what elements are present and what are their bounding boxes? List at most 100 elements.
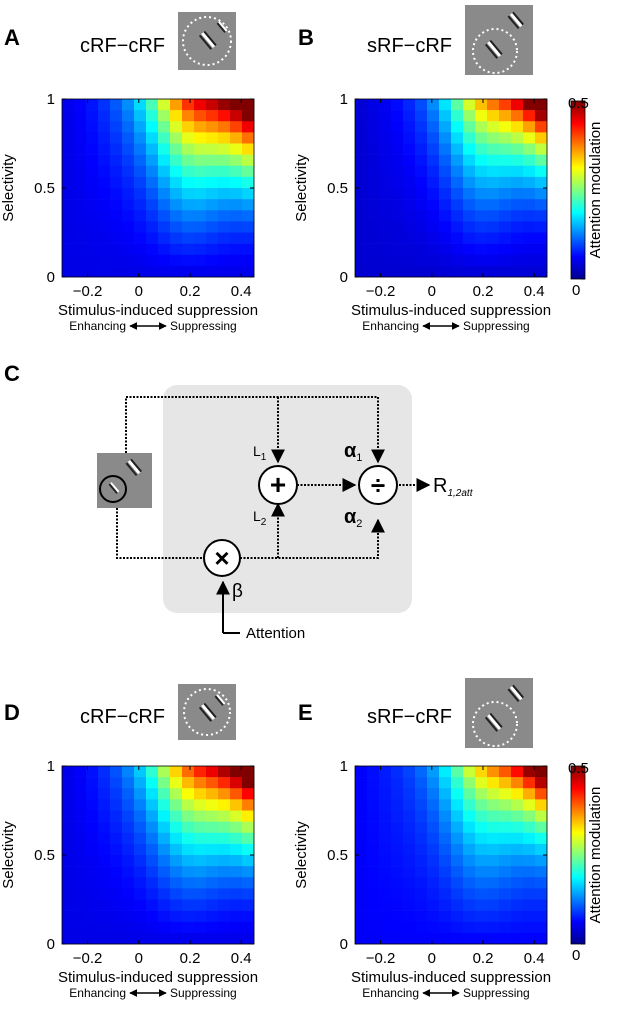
heatmap-cell <box>535 99 548 111</box>
heatmap-cell <box>134 176 147 189</box>
heatmap-cell <box>182 110 195 122</box>
heatmap-cell <box>427 910 440 923</box>
heatmap-cell <box>535 265 548 278</box>
heatmap-cell <box>499 232 512 244</box>
heatmap-cell <box>206 265 219 278</box>
heatmap-cell <box>86 121 99 133</box>
heatmap-cell <box>62 932 75 945</box>
heatmap-cell <box>463 788 476 800</box>
heatmap-cell <box>367 188 380 200</box>
heatmap-cell <box>427 110 440 122</box>
heatmap-cell <box>242 910 255 923</box>
heatmap-cell <box>463 254 476 267</box>
heatmap-cell <box>218 866 231 878</box>
heatmap-cell <box>230 265 243 278</box>
heatmap-cell <box>170 866 183 878</box>
heatmap-cell <box>242 899 255 911</box>
heatmap-cell <box>367 855 380 867</box>
heatmap-cell <box>511 165 524 178</box>
heatmap-cell <box>122 777 135 789</box>
heatmap-cell <box>194 910 207 923</box>
heatmap-cell <box>439 899 452 911</box>
heatmap-cell <box>182 121 195 133</box>
heatmap-cell <box>218 799 231 811</box>
colorbar-max-label: 0.5 <box>568 95 589 112</box>
heatmap-cell <box>379 855 392 867</box>
heatmap-cell <box>523 788 536 800</box>
heatmap-cell <box>110 254 123 267</box>
x-tick-label: 0 <box>135 950 143 967</box>
heatmap-cell <box>182 154 195 167</box>
heatmap-cell <box>74 221 87 233</box>
heatmap-cell <box>62 132 75 144</box>
heatmap-cell <box>391 254 404 267</box>
heatmap-cell <box>62 221 75 233</box>
heatmap-cell <box>146 788 159 800</box>
heatmap-cell <box>194 810 207 822</box>
heatmap-cell <box>242 210 255 222</box>
heatmap-cell <box>403 843 416 856</box>
heatmap-cell <box>511 154 524 167</box>
heatmap-cell <box>391 799 404 811</box>
heatmap-cell <box>86 210 99 222</box>
heatmap-cell <box>511 232 524 244</box>
heatmap-cell <box>535 254 548 267</box>
heatmap-cell <box>74 199 87 211</box>
heatmap-cell <box>487 921 500 934</box>
heatmap-B: −0.2 0 0.2 0.4 0 0.5 1 Stimulus-induced suppres… <box>293 91 551 333</box>
heatmap-cell <box>487 832 500 845</box>
heatmap-cell <box>206 899 219 911</box>
heatmap-cell <box>218 143 231 155</box>
heatmap-cell <box>475 888 488 900</box>
heatmap-cell <box>170 99 183 111</box>
heatmap-cell <box>451 766 464 778</box>
heatmap-cell <box>98 910 111 923</box>
heatmap-cell <box>242 843 255 856</box>
heatmap-cell <box>415 121 428 133</box>
heatmap-cell <box>206 932 219 945</box>
x-tick-label: −0.2 <box>73 950 103 967</box>
heatmap-cell <box>499 154 512 167</box>
heatmap-cell <box>535 199 548 211</box>
heatmap-cell <box>218 121 231 133</box>
heatmap-cell <box>230 154 243 167</box>
heatmap-cell <box>206 243 219 256</box>
heatmap-cell <box>74 110 87 122</box>
heatmap-cell <box>487 176 500 189</box>
heatmap-cell <box>134 243 147 256</box>
heatmap-cell <box>182 832 195 845</box>
heatmap-cell <box>110 143 123 155</box>
heatmap-cell <box>403 777 416 789</box>
heatmap-cell <box>86 221 99 233</box>
heatmap-cell <box>242 810 255 822</box>
heatmap-cell <box>511 910 524 923</box>
heatmap-cell <box>391 221 404 233</box>
heatmap-cell <box>523 188 536 200</box>
heatmap-cell <box>427 121 440 133</box>
panel-letter-D: D <box>4 700 20 725</box>
heatmap-cell <box>499 110 512 122</box>
heatmap-cell <box>62 855 75 867</box>
heatmap-cell <box>74 877 87 889</box>
heatmap-cell <box>110 154 123 167</box>
wiring <box>116 396 431 559</box>
heatmap-cell <box>134 899 147 911</box>
heatmap-cell <box>218 843 231 856</box>
x-tick-label: −0.2 <box>366 950 396 967</box>
heatmap-cell <box>427 766 440 778</box>
heatmap-cell <box>62 899 75 911</box>
heatmap-cell <box>523 99 536 111</box>
heatmap-cell <box>134 188 147 200</box>
heatmap-cell <box>218 154 231 167</box>
x-tick-label: −0.2 <box>73 283 103 300</box>
heatmap-cell <box>170 143 183 155</box>
heatmap-cell <box>134 932 147 945</box>
heatmap-cell <box>170 855 183 867</box>
heatmap-cell <box>122 932 135 945</box>
heatmap-cell <box>367 243 380 256</box>
heatmap-cell <box>158 866 171 878</box>
heatmap-cell <box>194 932 207 945</box>
heatmap-cell <box>74 232 87 244</box>
heatmap-cell <box>439 132 452 144</box>
heatmap-cell <box>146 777 159 789</box>
